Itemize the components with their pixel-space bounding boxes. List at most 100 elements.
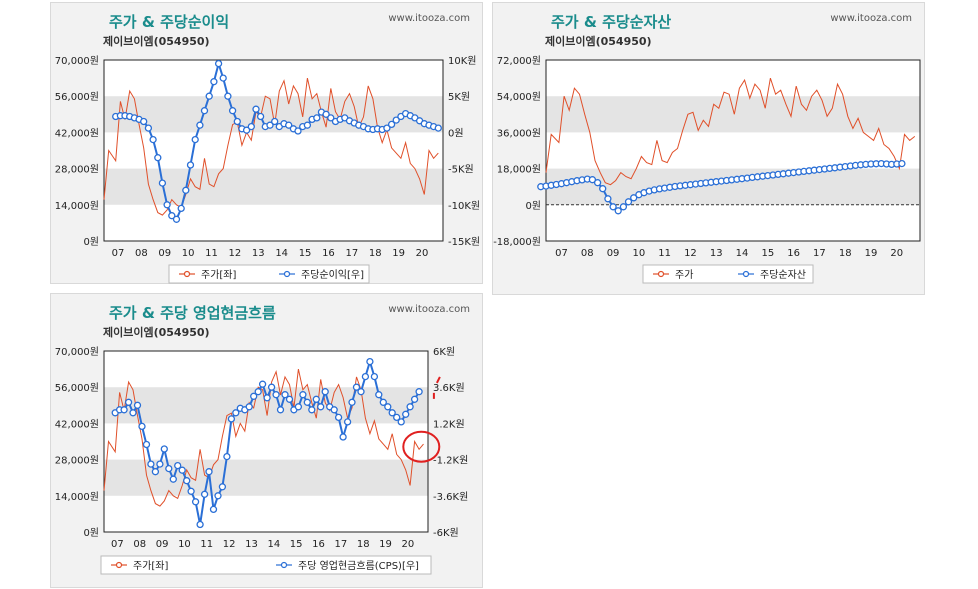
data-point bbox=[163, 201, 171, 209]
data-point bbox=[223, 452, 231, 461]
x-tick: 07 bbox=[555, 248, 568, 259]
chart-subtitle: 제이브이엠(054950) bbox=[103, 326, 210, 339]
data-point bbox=[174, 461, 182, 470]
data-point bbox=[281, 391, 289, 399]
x-tick: 07 bbox=[111, 539, 124, 550]
plot-border bbox=[545, 59, 921, 242]
data-point bbox=[387, 120, 396, 129]
data-point bbox=[434, 124, 442, 132]
x-tick: 14 bbox=[736, 248, 749, 259]
data-point bbox=[140, 117, 148, 126]
data-point bbox=[124, 398, 133, 406]
plot-area bbox=[104, 60, 443, 241]
data-point bbox=[177, 204, 185, 213]
data-point bbox=[630, 194, 638, 202]
data-point bbox=[256, 112, 265, 121]
y-tick-left: 42,000원 bbox=[55, 127, 99, 139]
x-tick: 15 bbox=[290, 539, 303, 550]
data-point bbox=[214, 492, 222, 500]
data-point bbox=[205, 92, 213, 100]
legend-swatch-marker bbox=[742, 270, 750, 278]
data-point bbox=[593, 179, 602, 187]
legend-label: 주당순자산 bbox=[760, 269, 806, 281]
x-tick: 17 bbox=[813, 248, 826, 259]
x-tick: 12 bbox=[223, 539, 236, 550]
chart-panel-cps: 주가 & 주당 영업현금흐름 제이브이엠(054950) www.itooza.… bbox=[50, 293, 483, 588]
x-tick: 17 bbox=[345, 248, 358, 259]
x-tick: 17 bbox=[334, 539, 347, 550]
data-point bbox=[397, 418, 405, 426]
data-point bbox=[383, 124, 391, 132]
y-tick-left: 70,000원 bbox=[55, 55, 99, 67]
data-point bbox=[205, 468, 213, 476]
legend-swatch-marker bbox=[657, 270, 665, 278]
data-point bbox=[348, 398, 356, 406]
legend-label: 주당 영업현금흐름(CPS)[우] bbox=[298, 559, 419, 572]
data-point bbox=[120, 406, 128, 414]
legend-box bbox=[168, 264, 370, 284]
x-tick: 19 bbox=[379, 539, 392, 550]
data-point bbox=[308, 406, 316, 414]
data-point bbox=[294, 127, 302, 135]
chart-title: 주가 & 주당순이익 bbox=[109, 13, 230, 31]
grid-band bbox=[104, 168, 443, 205]
data-point bbox=[247, 122, 255, 131]
chart-title: 주가 & 주당순자산 bbox=[551, 13, 672, 31]
x-tick: 08 bbox=[581, 248, 594, 259]
data-point bbox=[200, 107, 209, 115]
data-point bbox=[285, 395, 294, 403]
data-point bbox=[196, 121, 204, 129]
x-tick: 15 bbox=[299, 248, 312, 259]
legend-box bbox=[642, 264, 814, 284]
data-point bbox=[233, 117, 241, 126]
x-tick: 12 bbox=[684, 248, 697, 259]
x-tick: 10 bbox=[632, 248, 645, 259]
data-point bbox=[384, 403, 392, 411]
chart-svg: 70,000원 56,000원 42,000원 28,000원 14,000원 0원 10K… bbox=[55, 55, 480, 284]
y-tick-right: -15K원 bbox=[448, 236, 480, 248]
y-tick-right: 0원 bbox=[448, 127, 464, 139]
data-point bbox=[242, 126, 251, 134]
data-point bbox=[588, 176, 597, 184]
x-tick: 16 bbox=[322, 248, 335, 259]
data-point bbox=[172, 215, 181, 223]
chart-svg: 72,000원 54,000원 36,000원 18,000원 0원 -18,000원 07… bbox=[493, 55, 921, 284]
data-point bbox=[267, 383, 276, 391]
data-point bbox=[272, 391, 280, 399]
chart-subtitle: 제이브이엠(054950) bbox=[545, 35, 652, 48]
data-point bbox=[228, 107, 237, 115]
data-point bbox=[219, 74, 227, 82]
x-tick: 14 bbox=[275, 248, 288, 259]
data-point bbox=[392, 116, 400, 124]
x-tick: 18 bbox=[357, 539, 370, 550]
chart-title: 주가 & 주당 영업현금흐름 bbox=[109, 304, 276, 322]
data-point bbox=[151, 468, 160, 476]
legend-label: 주가 bbox=[675, 269, 693, 281]
y-tick-right: -1.2K원 bbox=[433, 455, 468, 467]
y-tick-left: 14,000원 bbox=[55, 491, 99, 503]
chart-panel-eps: 주가 & 주당순이익 제이브이엠(054950) www.itooza.com … bbox=[50, 2, 483, 284]
y-tick-right: -5K원 bbox=[448, 164, 474, 176]
data-point bbox=[388, 409, 396, 417]
data-point bbox=[144, 124, 153, 132]
x-tick: 13 bbox=[245, 539, 258, 550]
legend-box bbox=[100, 555, 432, 575]
data-point bbox=[303, 121, 312, 129]
plot-area bbox=[546, 60, 920, 241]
data-point bbox=[149, 135, 157, 144]
y-tick-left: 54,000원 bbox=[497, 91, 541, 103]
data-point bbox=[245, 403, 253, 411]
y-tick-left: 0원 bbox=[83, 236, 99, 248]
y-tick-right: 1.2K원 bbox=[433, 418, 465, 430]
x-tick: 11 bbox=[200, 539, 213, 550]
series-line bbox=[103, 368, 424, 507]
data-point bbox=[210, 78, 218, 86]
x-tick: 18 bbox=[369, 248, 382, 259]
data-point bbox=[158, 179, 167, 187]
x-tick: 20 bbox=[890, 248, 903, 259]
data-point bbox=[312, 395, 320, 403]
x-tick: 14 bbox=[267, 539, 280, 550]
y-tick-left: -18,000원 bbox=[493, 236, 541, 248]
x-tick: 09 bbox=[158, 248, 171, 259]
x-tick: 11 bbox=[205, 248, 218, 259]
